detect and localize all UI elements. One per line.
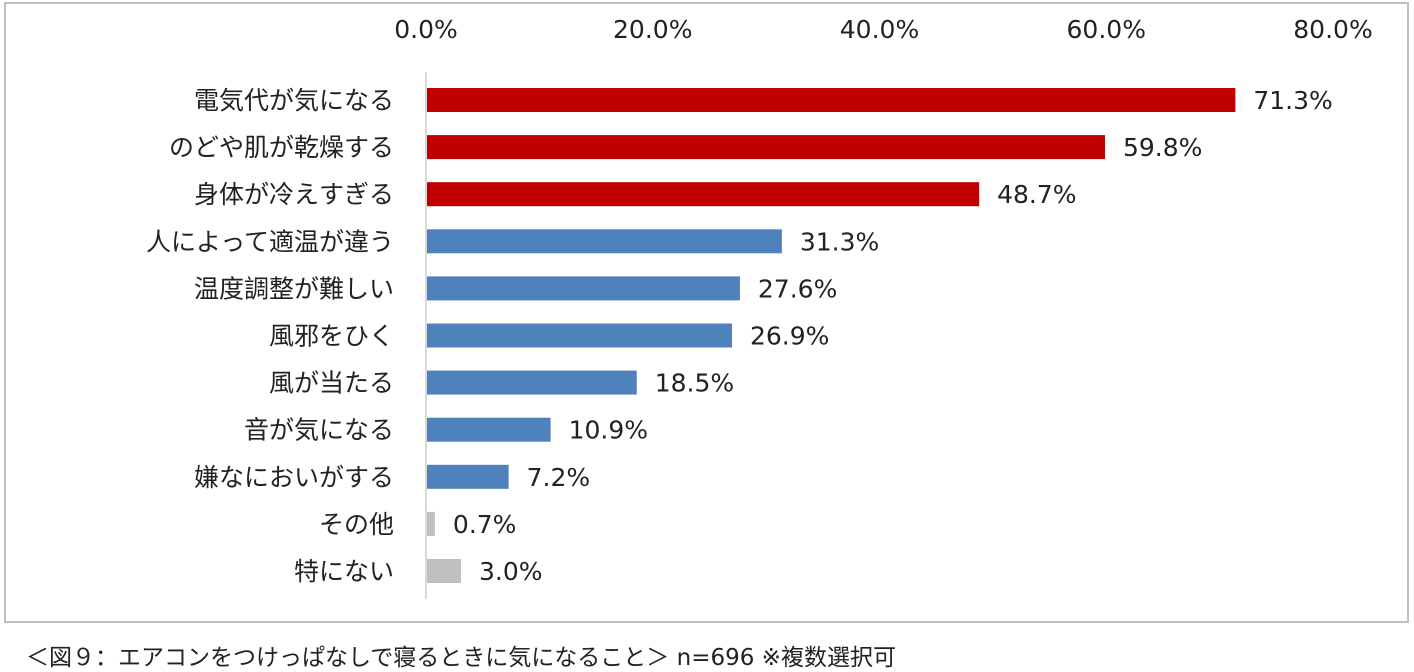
value-label: 0.7% [453, 510, 517, 539]
bar-chart: 0.0% 20.0% 40.0% 60.0% 80.0% 電気代が気になるのどや肌が乾燥… [146, 15, 1373, 599]
value-label: 3.0% [479, 557, 543, 586]
value-label: 10.9% [569, 416, 648, 445]
category-label: 特にない [294, 557, 394, 586]
category-label: 身体が冷えすぎる [194, 180, 394, 209]
category-label: 人によって適温が違う [146, 227, 394, 256]
value-label: 31.3% [800, 227, 879, 256]
category-label: 風邪をひく [269, 322, 394, 351]
bar [427, 182, 980, 207]
value-label: 26.9% [750, 322, 829, 351]
value-label: 71.3% [1253, 86, 1332, 115]
category-label: 電気代が気になる [194, 86, 394, 115]
category-label: のどや肌が乾燥する [169, 133, 394, 162]
x-tick-label: 40.0% [840, 15, 919, 44]
x-tick-label: 0.0% [394, 15, 458, 44]
bar [427, 323, 732, 348]
bar [427, 417, 551, 442]
value-label: 7.2% [527, 463, 591, 492]
x-tick-label: 20.0% [613, 15, 692, 44]
bar [427, 511, 435, 536]
x-tick-label: 60.0% [1067, 15, 1146, 44]
value-labels: 71.3% 59.8% 48.7% 31.3% 27.6% 26.9% 18.5%10.9%… [453, 86, 1333, 586]
value-label: 18.5% [655, 369, 734, 398]
value-label: 48.7% [997, 180, 1076, 209]
bar [427, 559, 462, 583]
bar [427, 229, 782, 254]
bar [427, 370, 637, 395]
category-label: 音が気になる [244, 416, 394, 445]
bar [427, 135, 1105, 160]
bars [427, 88, 1236, 583]
category-label: 風が当たる [269, 369, 394, 398]
bar [427, 464, 509, 489]
bar [427, 276, 740, 301]
category-label: 嫌なにおいがする [194, 463, 394, 492]
value-label: 27.6% [758, 274, 837, 303]
category-labels: 電気代が気になるのどや肌が乾燥する身体が冷えすぎる人によって適温が違う温度調整が… [146, 86, 394, 586]
category-label: 温度調整が難しい [194, 274, 394, 303]
category-label: その他 [319, 510, 394, 539]
x-tick-label: 80.0% [1293, 15, 1372, 44]
bar [427, 88, 1236, 112]
x-axis-ticks: 0.0% 20.0% 40.0% 60.0% 80.0% [394, 15, 1372, 44]
value-label: 59.8% [1123, 133, 1202, 162]
